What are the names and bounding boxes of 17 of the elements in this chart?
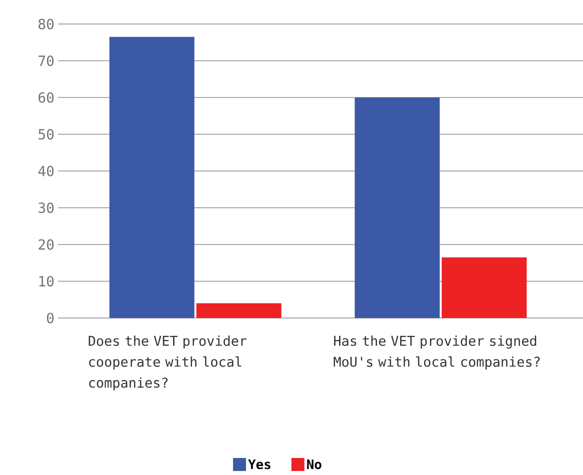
y-tick-label: 70: [38, 55, 54, 66]
y-tick-label: 80: [38, 18, 54, 30]
legend-label: No: [307, 460, 322, 470]
legend-label: Yes: [248, 460, 270, 470]
y-tick-label: 30: [38, 202, 54, 214]
y-tick-label: 50: [38, 128, 54, 140]
y-tick-label: 40: [38, 166, 54, 176]
y-tick-label: 0: [46, 312, 54, 324]
bar: [354, 98, 440, 318]
bar: [109, 36, 194, 318]
y-tick-label: 60: [38, 92, 54, 103]
x-tick-label: Has the VET provider signed MoU's with local companies?: [334, 336, 540, 370]
bar: [442, 257, 527, 318]
bar: [196, 303, 282, 318]
y-tick-label: 10: [39, 276, 54, 287]
y-tick-label: 20: [38, 239, 54, 250]
x-tick-label: Does the VET provider cooperate with local companies?: [88, 336, 247, 390]
